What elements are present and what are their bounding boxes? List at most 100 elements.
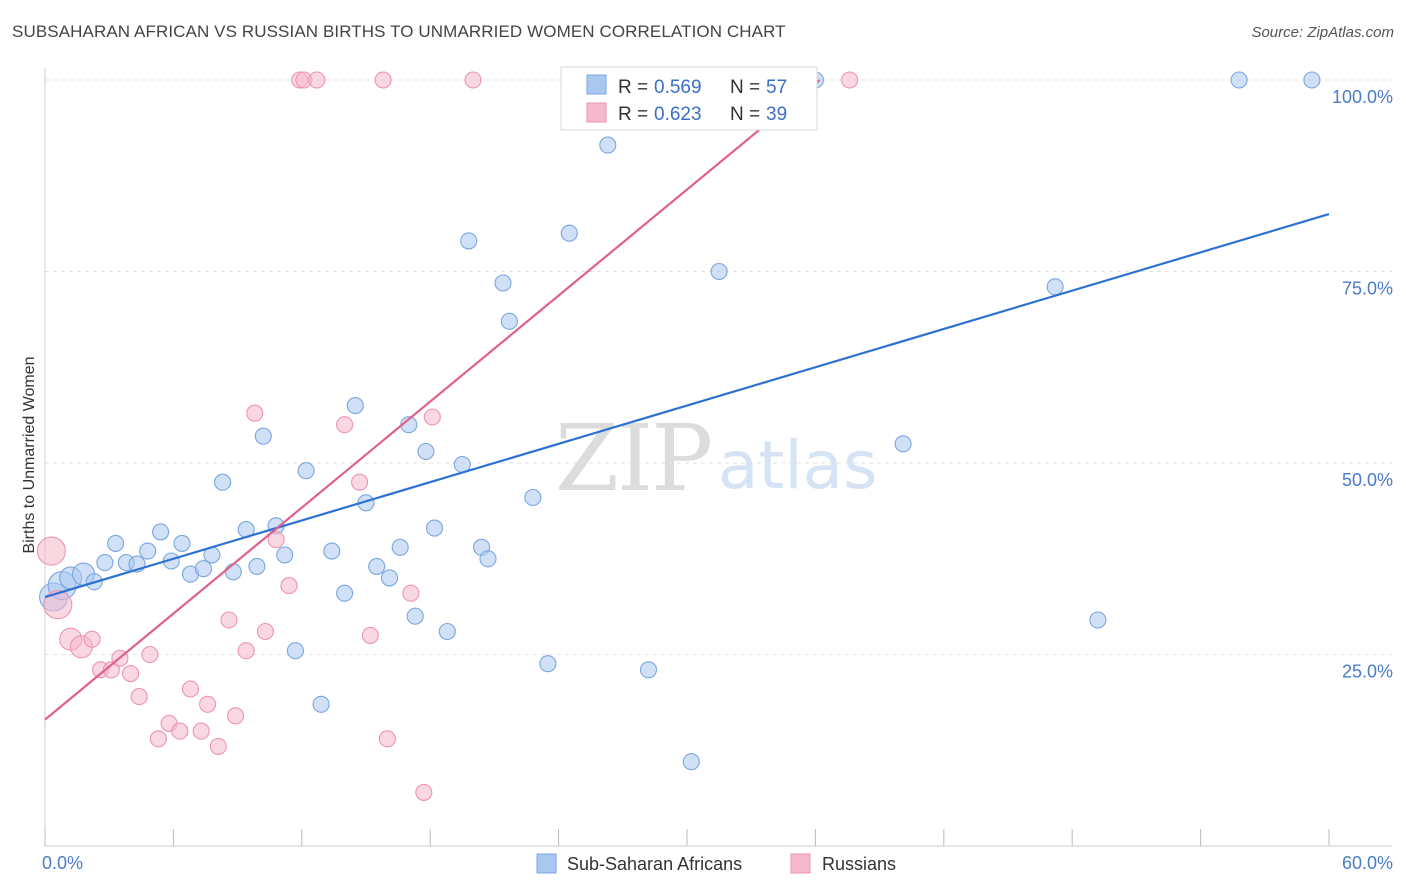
data-point bbox=[336, 416, 354, 434]
legend-r-label-2: R = bbox=[618, 104, 648, 125]
data-point bbox=[417, 442, 435, 461]
legend-n-label-2: N = bbox=[730, 104, 760, 125]
data-point bbox=[539, 655, 557, 673]
legend-r-value-1: 0.569 bbox=[654, 77, 702, 98]
data-point bbox=[308, 71, 326, 89]
data-point bbox=[1046, 278, 1064, 296]
data-point bbox=[297, 462, 315, 480]
data-point bbox=[214, 473, 232, 491]
data-point bbox=[267, 531, 285, 549]
data-point bbox=[894, 435, 912, 453]
legend-n-value-2: 39 bbox=[766, 104, 787, 125]
correlation-legend: R = 0.569 N = 57 R = 0.623 N = 39 bbox=[560, 66, 818, 131]
chart-title: SUBSAHARAN AFRICAN VS RUSSIAN BIRTHS TO … bbox=[12, 22, 786, 41]
bottom-legend-label-russians: Russians bbox=[822, 854, 896, 874]
data-point bbox=[102, 661, 120, 679]
data-point bbox=[346, 397, 364, 415]
data-point bbox=[415, 783, 433, 801]
data-point bbox=[237, 642, 255, 660]
data-point bbox=[122, 665, 140, 683]
data-point bbox=[194, 560, 212, 578]
data-point bbox=[224, 563, 242, 581]
bottom-legend-swatch-sub-saharan bbox=[536, 853, 557, 874]
watermark-atlas: atlas bbox=[718, 427, 878, 504]
data-point bbox=[96, 554, 114, 572]
data-point bbox=[479, 550, 497, 568]
data-point bbox=[1089, 611, 1107, 629]
legend-n-label-1: N = bbox=[730, 77, 760, 98]
data-point bbox=[254, 427, 272, 445]
bottom-legend-swatch-russians bbox=[790, 853, 811, 874]
data-point bbox=[43, 590, 73, 620]
data-point bbox=[199, 695, 217, 713]
trend-line-sub-saharan bbox=[44, 212, 1330, 599]
data-point bbox=[276, 546, 294, 564]
data-point bbox=[83, 630, 101, 648]
y-tick-label: 50.0% bbox=[1342, 470, 1393, 490]
data-point bbox=[130, 688, 148, 706]
axes bbox=[44, 68, 1392, 847]
data-point bbox=[560, 224, 578, 242]
bottom-legend-label-sub-saharan: Sub-Saharan Africans bbox=[567, 854, 742, 874]
x-tick-labels: 0.0% 60.0% bbox=[42, 853, 1393, 873]
data-point bbox=[464, 71, 482, 89]
watermark: ZIP atlas bbox=[555, 405, 878, 512]
data-point bbox=[402, 584, 420, 602]
legend-swatch-sub-saharan bbox=[586, 74, 607, 95]
data-point bbox=[361, 626, 379, 644]
gridlines bbox=[45, 79, 1392, 655]
legend-n-value-1: 57 bbox=[766, 77, 787, 98]
data-point bbox=[460, 232, 478, 250]
data-point bbox=[280, 577, 298, 595]
legend-r-label-1: R = bbox=[618, 77, 648, 98]
data-point bbox=[351, 473, 369, 491]
legend-r-value-2: 0.623 bbox=[654, 104, 702, 125]
data-point bbox=[524, 488, 542, 507]
trend-line-russians bbox=[44, 79, 821, 721]
data-point bbox=[391, 538, 409, 556]
y-axis-label: Births to Unmarried Women bbox=[21, 356, 38, 553]
data-point bbox=[107, 534, 125, 552]
data-point bbox=[1230, 71, 1248, 89]
y-tick-labels: 25.0% 50.0% 75.0% 100.0% bbox=[1332, 87, 1393, 682]
y-tick-label: 100.0% bbox=[1332, 87, 1393, 107]
data-point bbox=[226, 707, 245, 725]
data-point bbox=[336, 584, 354, 602]
data-point bbox=[286, 642, 304, 660]
data-point bbox=[173, 534, 191, 552]
y-tick-label: 75.0% bbox=[1342, 279, 1393, 299]
data-point bbox=[139, 542, 157, 560]
data-point bbox=[406, 607, 424, 625]
data-point bbox=[639, 661, 658, 679]
data-point bbox=[141, 645, 159, 664]
data-point bbox=[323, 542, 341, 560]
data-point bbox=[36, 536, 66, 566]
watermark-zip: ZIP bbox=[555, 405, 711, 512]
data-point bbox=[841, 71, 859, 89]
data-point bbox=[380, 569, 399, 587]
data-point bbox=[599, 136, 617, 154]
data-point bbox=[149, 730, 167, 748]
data-point bbox=[425, 519, 444, 537]
data-point bbox=[312, 695, 330, 713]
x-tick-label-min: 0.0% bbox=[42, 853, 83, 873]
legend-swatch-russians bbox=[586, 102, 607, 123]
data-point bbox=[500, 312, 518, 330]
y-tick-label: 25.0% bbox=[1342, 662, 1393, 682]
data-point bbox=[1303, 71, 1321, 89]
data-point bbox=[220, 611, 238, 629]
data-point bbox=[710, 262, 728, 281]
data-point bbox=[256, 622, 274, 641]
data-point bbox=[378, 730, 396, 748]
data-point bbox=[494, 274, 512, 292]
data-point bbox=[181, 680, 200, 698]
chart-source: Source: ZipAtlas.com bbox=[1251, 24, 1394, 41]
data-point bbox=[248, 557, 266, 575]
data-point bbox=[171, 722, 189, 740]
data-point bbox=[152, 523, 170, 541]
series-legend: Sub-Saharan Africans Russians bbox=[536, 853, 896, 874]
data-point bbox=[209, 737, 227, 755]
data-point bbox=[368, 557, 386, 575]
data-point bbox=[192, 722, 210, 740]
